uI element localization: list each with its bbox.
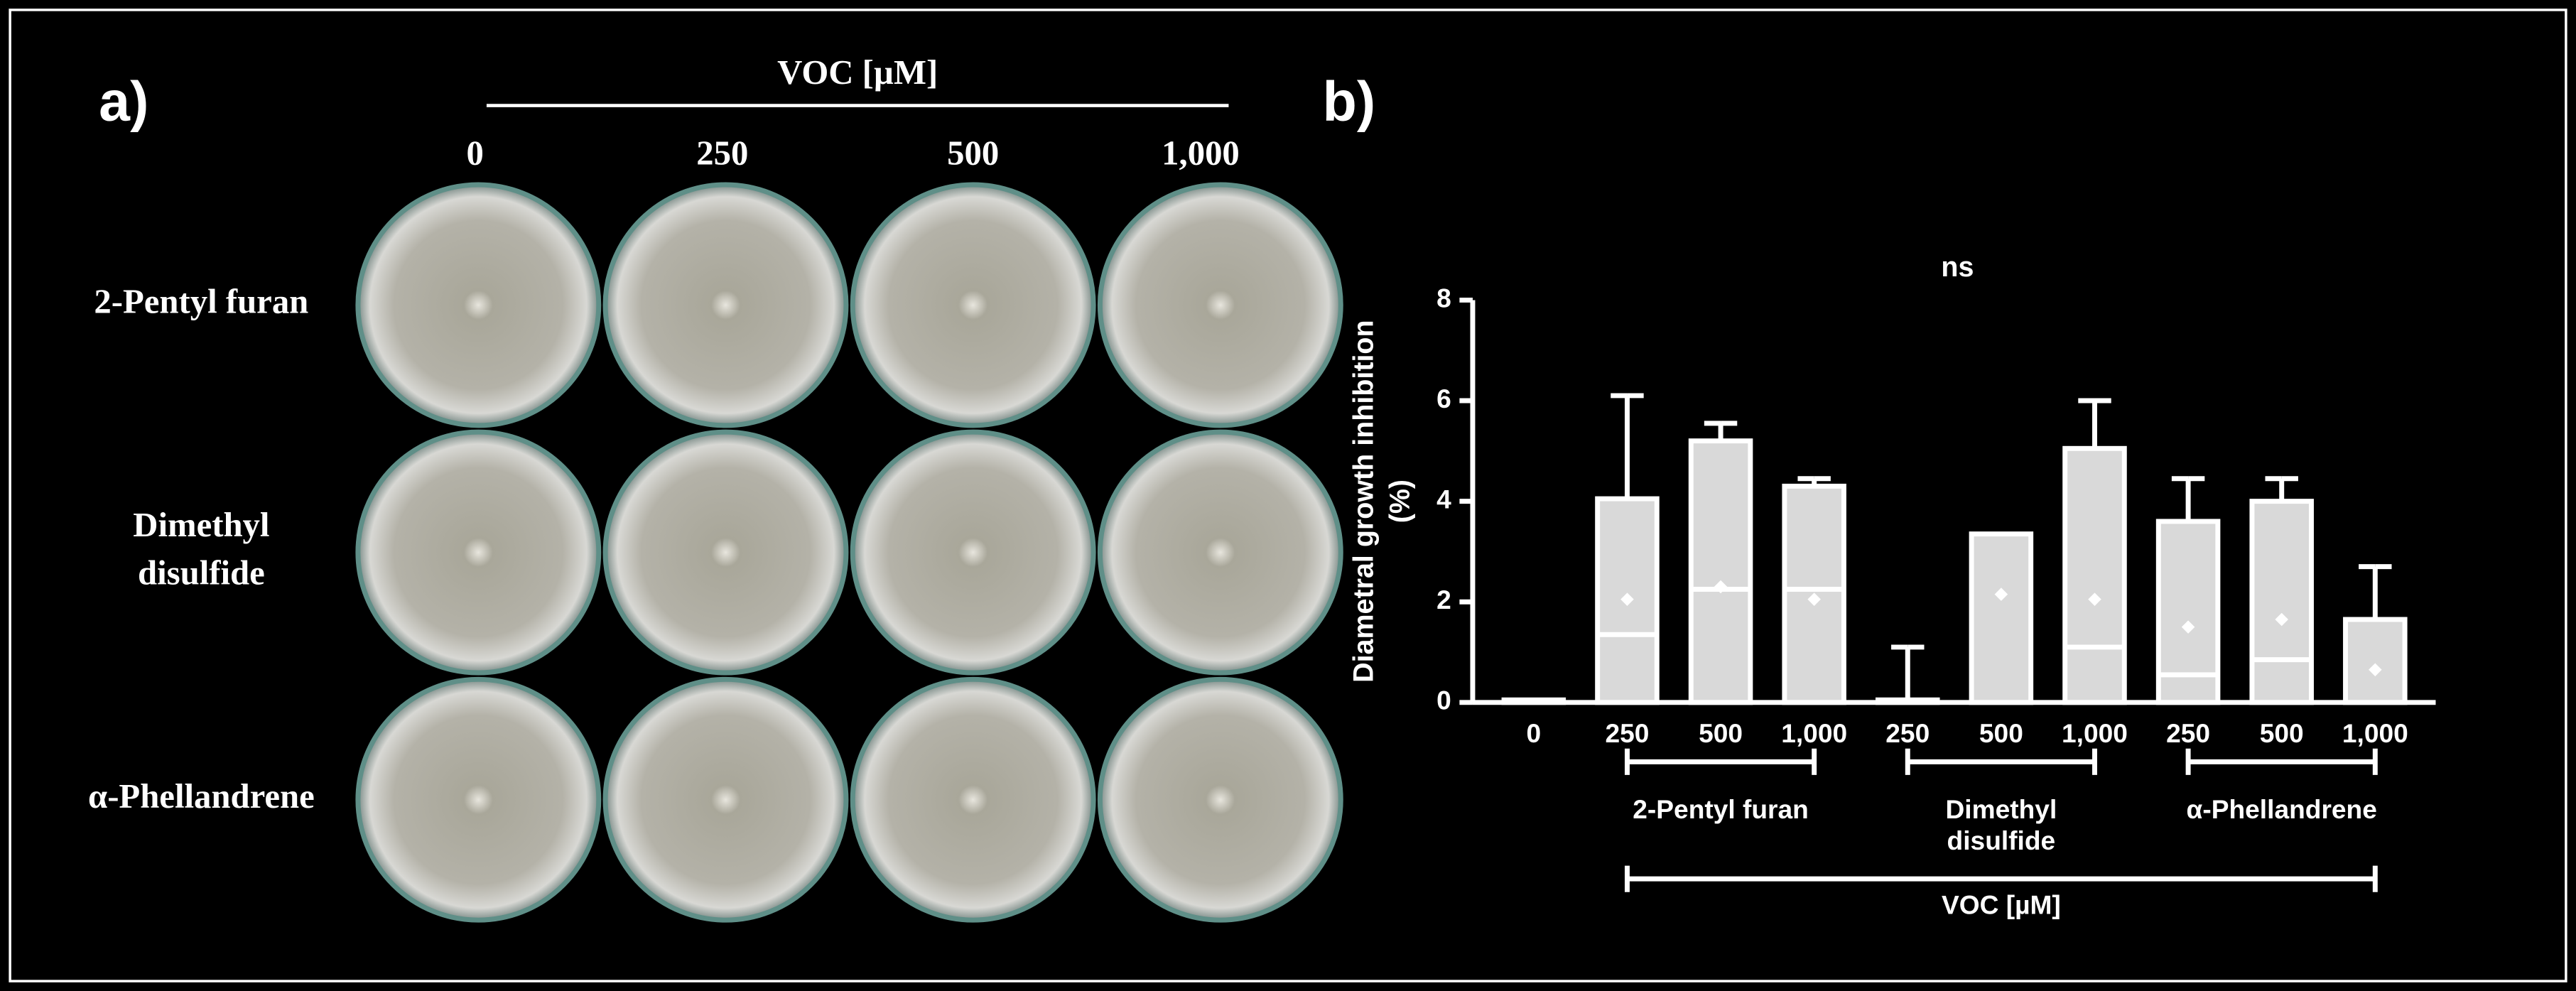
y-tick-label: 0	[1436, 686, 1451, 715]
x-tick-label: 500	[1979, 718, 2023, 748]
x-tick-label: 500	[2260, 718, 2304, 748]
x-tick-label: 1,000	[2062, 718, 2128, 748]
petri-dish	[355, 182, 602, 428]
bar	[1969, 531, 2034, 705]
panel-label: b)	[1323, 70, 1375, 132]
annotation: ns	[1941, 251, 1974, 283]
bar	[1876, 697, 1940, 705]
bar	[2062, 445, 2127, 705]
y-tick-label: 2	[1436, 585, 1451, 614]
mean-marker	[1714, 580, 1728, 594]
row-label: 2-Pentyl furan	[94, 283, 308, 321]
petri-dish	[355, 429, 602, 676]
row-label: disulfide	[138, 553, 265, 592]
petri-dish	[1097, 182, 1343, 428]
y-tick-label: 8	[1436, 283, 1451, 313]
y-tick-label: 6	[1436, 384, 1451, 413]
x-tick-label: 250	[1885, 718, 1930, 748]
panel-label: a)	[99, 70, 148, 132]
petri-dish	[602, 182, 849, 428]
panel-title: VOC [µM]	[777, 53, 938, 92]
bar	[1688, 438, 1753, 705]
row-label: α-Phellandrene	[88, 777, 315, 816]
x-tick-label: 500	[1699, 718, 1743, 748]
column-label: 0	[466, 134, 483, 173]
mean-marker	[2181, 620, 2195, 634]
mean-marker	[1994, 587, 2008, 601]
petri-dish	[602, 429, 849, 676]
mean-marker	[2275, 612, 2288, 627]
group-label: 2-Pentyl furan	[1633, 794, 1809, 824]
petri-dish	[602, 676, 849, 923]
petri-dish	[850, 182, 1096, 428]
x-tick-label: 250	[1605, 718, 1649, 748]
x-tick-label: 1,000	[1781, 718, 1847, 748]
bar	[1501, 697, 1566, 705]
x-axis-label: VOC [µM]	[1942, 889, 2061, 919]
petri-dish	[1097, 676, 1343, 923]
bar	[2155, 519, 2221, 705]
row-label: Dimethyl	[133, 506, 269, 544]
group-label: α-Phellandrene	[2187, 794, 2377, 824]
bar	[2343, 617, 2408, 705]
mean-marker	[2369, 663, 2382, 677]
x-tick-label: 0	[1527, 718, 1542, 748]
x-tick-label: 1,000	[2342, 718, 2408, 748]
mean-marker	[1807, 592, 1821, 606]
petri-dish	[850, 429, 1096, 676]
column-label: 1,000	[1162, 134, 1240, 173]
group-label: disulfide	[1947, 825, 2056, 855]
group-label: Dimethyl	[1945, 794, 2057, 824]
petri-dish	[355, 676, 602, 923]
y-tick-label: 4	[1436, 484, 1451, 514]
petri-dish	[850, 676, 1096, 923]
mean-marker	[2088, 592, 2101, 606]
petri-dish	[1097, 429, 1343, 676]
y-axis-label: Diametral growth inhibition	[1348, 320, 1380, 683]
x-tick-label: 250	[2166, 718, 2210, 748]
column-label: 500	[947, 134, 999, 173]
column-label: 250	[696, 134, 748, 173]
bar	[2249, 499, 2314, 705]
y-axis-label: (%)	[1385, 480, 1416, 523]
dish-grid	[355, 182, 1343, 923]
